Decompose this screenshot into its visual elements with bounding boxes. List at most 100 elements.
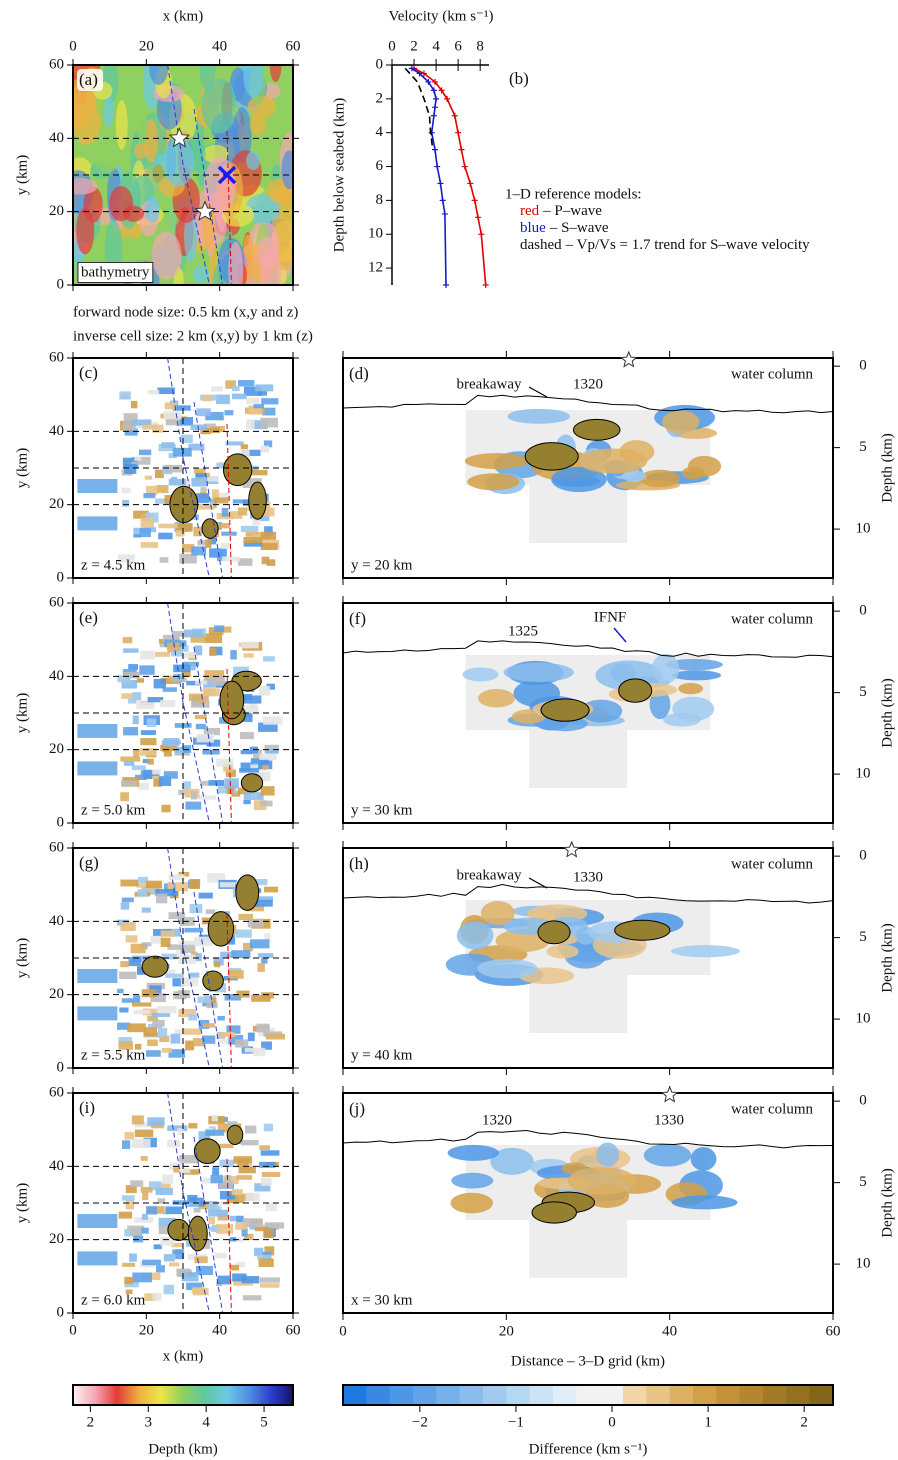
- feature-label: 1330: [654, 1112, 684, 1128]
- tomography-cell: [124, 1277, 133, 1284]
- tomography-cell: [157, 485, 169, 493]
- tomography-cell: [261, 1150, 280, 1155]
- colorbar-step: [786, 1385, 810, 1405]
- bathymetry-relief: [243, 56, 263, 97]
- tomography-cell: [193, 1288, 209, 1296]
- tomography-cell: [266, 1203, 277, 1211]
- tomography-cell: [128, 699, 136, 704]
- plot-area: [343, 395, 833, 543]
- anomaly-contour: [202, 519, 218, 539]
- tomography-cell: [147, 718, 157, 727]
- tomography-cell: [161, 930, 175, 936]
- tomography-cell: [141, 1228, 148, 1234]
- legend-key: blue: [520, 220, 546, 236]
- y-tick-label: 40: [49, 423, 64, 439]
- y-tick-label: 60: [49, 56, 64, 72]
- tomography-cell: [262, 557, 270, 565]
- feature-label: breakaway: [457, 867, 522, 883]
- y-tick-label: 10: [368, 226, 383, 242]
- x-tick-label: 0: [388, 38, 396, 54]
- tomography-cell: [228, 970, 243, 979]
- tomography-cell: [125, 1132, 135, 1139]
- tomography-cell: [244, 695, 262, 703]
- tomography-cell: [184, 630, 202, 638]
- tomography-cell: [262, 765, 268, 769]
- tomography-cell: [238, 380, 254, 386]
- tomography-cell: [194, 468, 205, 473]
- velocity-anomaly: [596, 1142, 618, 1166]
- tomography-cell: [193, 527, 202, 536]
- tomography-cell: [216, 759, 233, 767]
- star: [564, 842, 579, 857]
- bathymetry-relief: [204, 157, 236, 213]
- tomography-cell: [164, 1285, 174, 1294]
- y-tick-label: 0: [57, 814, 65, 830]
- x-tick-label: 3: [145, 1414, 153, 1430]
- tomography-cell: [217, 1276, 231, 1285]
- velocity-anomaly: [568, 1167, 637, 1195]
- tomography-cell: [152, 1020, 164, 1027]
- tomography-cell: [257, 1255, 271, 1259]
- tomography-cell: [169, 874, 185, 880]
- velocity-anomaly: [477, 959, 537, 979]
- x-axis-title: Distance – 3–D grid (km): [511, 1353, 665, 1369]
- tomography-cell: [135, 1130, 153, 1138]
- tomography-cell: [259, 1145, 270, 1150]
- x-tick-label: 60: [826, 1323, 841, 1339]
- profile-point: [432, 104, 438, 110]
- legend-entry: dashed– Vp/Vs = 1.7 trend for S–wave vel…: [520, 237, 810, 253]
- tomography-cell: [244, 705, 259, 713]
- feature-label: IFNF: [594, 609, 627, 625]
- tomography-cell: [241, 526, 258, 532]
- y-tick-label: 20: [49, 741, 64, 757]
- tomography-cell: [209, 548, 227, 557]
- colorbar-step: [646, 1385, 670, 1405]
- tomography-cell: [232, 1273, 247, 1281]
- bathymetry-relief: [246, 151, 260, 170]
- velocity-anomaly: [481, 901, 515, 925]
- y-tick-label: 4: [376, 124, 384, 140]
- plot-area: [343, 885, 833, 1034]
- annotation: water column: [731, 611, 814, 627]
- velocity-anomaly: [671, 945, 740, 957]
- y-axis-title: y (km): [14, 1183, 30, 1223]
- legend-entry: red– P–wave: [520, 203, 602, 219]
- velocity-anomaly: [465, 453, 530, 469]
- tomography-cell: [238, 558, 253, 566]
- x-tick-label: 2: [410, 38, 418, 54]
- plot-area: [343, 1131, 833, 1279]
- bathymetry-relief: [149, 51, 168, 85]
- tomography-cell: [214, 625, 224, 632]
- bathymetry-relief: [63, 178, 97, 194]
- colorbar-step: [366, 1385, 390, 1405]
- anomaly-contour: [619, 679, 652, 702]
- panel-label: (i): [79, 1098, 95, 1117]
- tomography-cell: [121, 780, 138, 786]
- tomography-cell: [120, 792, 129, 801]
- tomography-cell: [236, 1175, 252, 1180]
- tomography-cell: [261, 992, 274, 998]
- x-tick-label: 1: [704, 1414, 712, 1430]
- profile-point: [455, 130, 461, 136]
- velocity-anomaly: [579, 448, 648, 473]
- tomography-cell: [202, 1035, 215, 1043]
- tomography-cell: [203, 1023, 215, 1027]
- tomography-cell: [248, 919, 264, 928]
- y-tick-label: 8: [376, 192, 384, 208]
- tomography-cell: [182, 1273, 199, 1282]
- tomography-cell: [191, 791, 197, 799]
- y2-tick-label: 0: [859, 603, 867, 619]
- tomography-cell: [246, 1193, 260, 1202]
- tomography-cell: [263, 656, 275, 661]
- annotation: water column: [731, 1101, 814, 1117]
- x-tick-label: 40: [212, 1322, 227, 1338]
- bathymetry-relief: [134, 143, 147, 159]
- legend-label: – S–wave: [549, 220, 609, 236]
- tomography-cell: [245, 1048, 260, 1052]
- tomography-cell: [145, 476, 152, 480]
- tomography-cell: [131, 419, 150, 425]
- tomography-cell: [128, 664, 138, 670]
- tomography-cell: [260, 1283, 279, 1288]
- tomography-cell: [243, 537, 262, 543]
- tomography-strip: [77, 1214, 117, 1228]
